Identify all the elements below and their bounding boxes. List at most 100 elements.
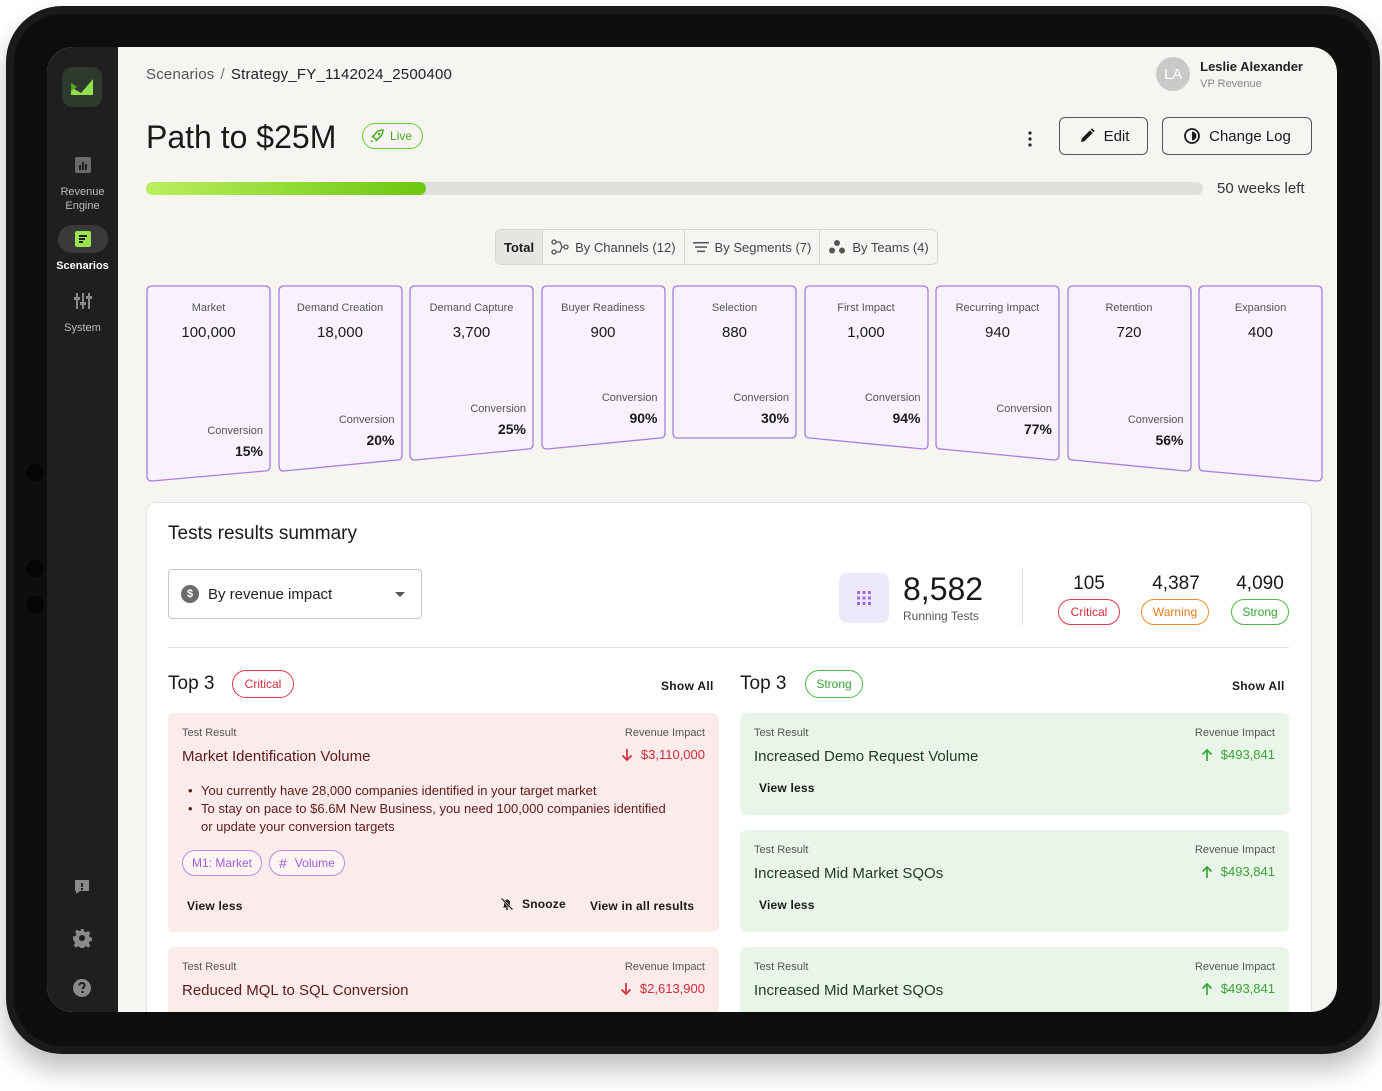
funnel-stage-card[interactable]: Buyer Readiness 900 Conversion 90% [540, 285, 666, 450]
revenue-impact-amount: $3,110,000 [640, 747, 705, 762]
sidebar-item-system[interactable]: System [47, 287, 118, 335]
help-icon[interactable] [70, 976, 94, 1000]
funnel-stage-card[interactable]: First Impact 1,000 Conversion 94% [803, 285, 929, 450]
snooze-button[interactable]: Snooze [500, 897, 566, 911]
weeks-left-label: 50 weeks left [1217, 180, 1305, 197]
app-logo[interactable] [62, 67, 102, 107]
warning-badge[interactable]: Warning [1141, 599, 1209, 625]
more-options-icon[interactable] [1018, 127, 1042, 151]
revenue-impact-label: Revenue Impact [624, 727, 705, 739]
sidebar-item-revenue-engine[interactable]: Revenue Engine [47, 151, 118, 213]
dollar-icon: $ [181, 585, 199, 603]
tag-volume[interactable]: # Volume [269, 850, 345, 876]
funnel-stage-card[interactable]: Recurring Impact 940 Conversion 77% [935, 285, 1060, 461]
tag-label: Volume [294, 856, 335, 870]
revenue-impact-label: Revenue Impact [1194, 844, 1275, 856]
critical-badge[interactable]: Critical [1058, 599, 1120, 625]
warning-count: 4,387 [1152, 573, 1200, 594]
sidebar-item-label: System [64, 322, 101, 334]
conversion-label: Conversion [733, 392, 789, 404]
revenue-impact-value: $493,841 [1201, 981, 1275, 996]
funnel-stage-value: 3,700 [452, 324, 491, 341]
test-result-title: Increased Demo Request Volume [754, 748, 979, 765]
view-less-link[interactable]: View less [759, 898, 815, 912]
test-result-card[interactable]: Test Result Revenue Impact Reduced MQL t… [168, 947, 719, 1012]
tab-by-teams[interactable]: By Teams (4) [820, 230, 936, 264]
chart-icon [58, 151, 108, 179]
rocket-icon [370, 129, 384, 143]
revenue-impact-value: $2,613,900 [620, 981, 705, 996]
conversion-value: 56% [1155, 432, 1184, 448]
tag-market[interactable]: M1: Market [182, 850, 263, 876]
strong-column-title: Top 3 [740, 673, 787, 694]
funnel-stage-label: Buyer Readiness [561, 302, 645, 314]
side-sensor [26, 596, 44, 614]
funnel-stage-value: 900 [590, 324, 616, 341]
view-less-link[interactable]: View less [187, 899, 243, 913]
breadcrumb-parent[interactable]: Scenarios [146, 66, 215, 83]
revenue-impact-value: $493,841 [1201, 864, 1275, 879]
strong-badge[interactable]: Strong [1231, 599, 1289, 625]
sidebar-item-scenarios[interactable]: Scenarios [47, 225, 118, 273]
test-result-card[interactable]: Test Result Revenue Impact Increased Dem… [740, 713, 1289, 815]
conversion-label: Conversion [470, 403, 526, 415]
test-result-card[interactable]: Test Result Revenue Impact Increased Mid… [740, 947, 1289, 1012]
page-title: Path to $25M [146, 119, 337, 155]
critical-show-all-link[interactable]: Show All [661, 679, 714, 693]
view-in-all-results-link[interactable]: View in all results [590, 899, 695, 913]
card-type-label: Test Result [182, 961, 237, 973]
breadcrumb: Scenarios / Strategy_FY_1142024_2500400 [146, 66, 452, 83]
view-less-link[interactable]: View less [759, 781, 815, 795]
tab-total[interactable]: Total [496, 230, 544, 264]
revenue-impact-select[interactable]: $ By revenue impact [168, 569, 422, 619]
funnel-stage-card[interactable]: Selection 880 Conversion 30% [672, 285, 797, 439]
user-name: Leslie Alexander [1200, 58, 1303, 74]
chevron-down-icon [395, 592, 405, 597]
change-log-button[interactable]: Change Log [1162, 117, 1312, 155]
tab-by-segments[interactable]: By Segments (7) [685, 230, 821, 264]
strong-column-badge: Strong [805, 670, 863, 698]
funnel-stage-card[interactable]: Demand Capture 3,700 Conversion 25% [409, 285, 534, 461]
feedback-icon[interactable] [70, 875, 94, 899]
detail-bullet: To stay on pace to $6.6M New Business, y… [188, 800, 668, 836]
conversion-value: 15% [234, 443, 263, 459]
funnel-stage-card[interactable]: Expansion 400 [1198, 285, 1323, 482]
funnel-stage-card[interactable]: Retention 720 Conversion 56% [1066, 285, 1192, 472]
test-result-card[interactable]: Test Result Revenue Impact Increased Mid… [740, 830, 1289, 932]
sidebar: Revenue Engine Scenarios System [47, 47, 118, 1012]
avatar[interactable]: LA [1156, 57, 1191, 91]
user-profile[interactable]: LA Leslie Alexander VP Revenue [1156, 57, 1303, 91]
edit-button-label: Edit [1103, 127, 1130, 145]
funnel-stage-label: Market [191, 302, 226, 314]
gear-icon[interactable] [70, 926, 94, 950]
conversion-label: Conversion [338, 414, 395, 426]
strong-count: 4,090 [1236, 573, 1284, 594]
bell-off-icon [500, 897, 514, 911]
running-tests-count: 8,582 [903, 571, 984, 607]
revenue-impact-label: Revenue Impact [1194, 961, 1275, 973]
divider [1022, 569, 1023, 625]
edit-button[interactable]: Edit [1059, 117, 1148, 155]
tab-label: Total [504, 239, 535, 255]
test-result-title: Increased Mid Market SQOs [754, 982, 944, 999]
tab-by-channels[interactable]: By Channels (12) [543, 230, 685, 264]
summary-title: Tests results summary [168, 523, 357, 544]
funnel-stage-shape [672, 285, 797, 439]
view-tabs: Total By Channels (12) By Segments (7) B… [495, 229, 938, 265]
arrow-down-icon [621, 748, 632, 761]
progress-bar-fill [146, 182, 427, 195]
strong-show-all-link[interactable]: Show All [1232, 679, 1285, 693]
card-type-label: Test Result [754, 961, 809, 973]
funnel-stage-label: Demand Capture [429, 302, 514, 314]
conversion-value: 94% [892, 410, 921, 426]
channels-icon [551, 239, 569, 255]
progress-bar [146, 182, 1203, 195]
card-type-label: Test Result [754, 844, 809, 856]
critical-column-badge: Critical [232, 670, 294, 698]
funnel-stage-value: 720 [1116, 324, 1142, 341]
funnel-stage-card[interactable]: Demand Creation 18,000 Conversion 20% [277, 285, 403, 472]
funnel-stage-card[interactable]: Market 100,000 Conversion 15% [146, 285, 271, 482]
funnel-stage-label: Selection [711, 302, 758, 314]
test-result-card[interactable]: Test Result Revenue Impact Market Identi… [168, 713, 719, 932]
funnel-stage-label: Expansion [1234, 302, 1287, 314]
